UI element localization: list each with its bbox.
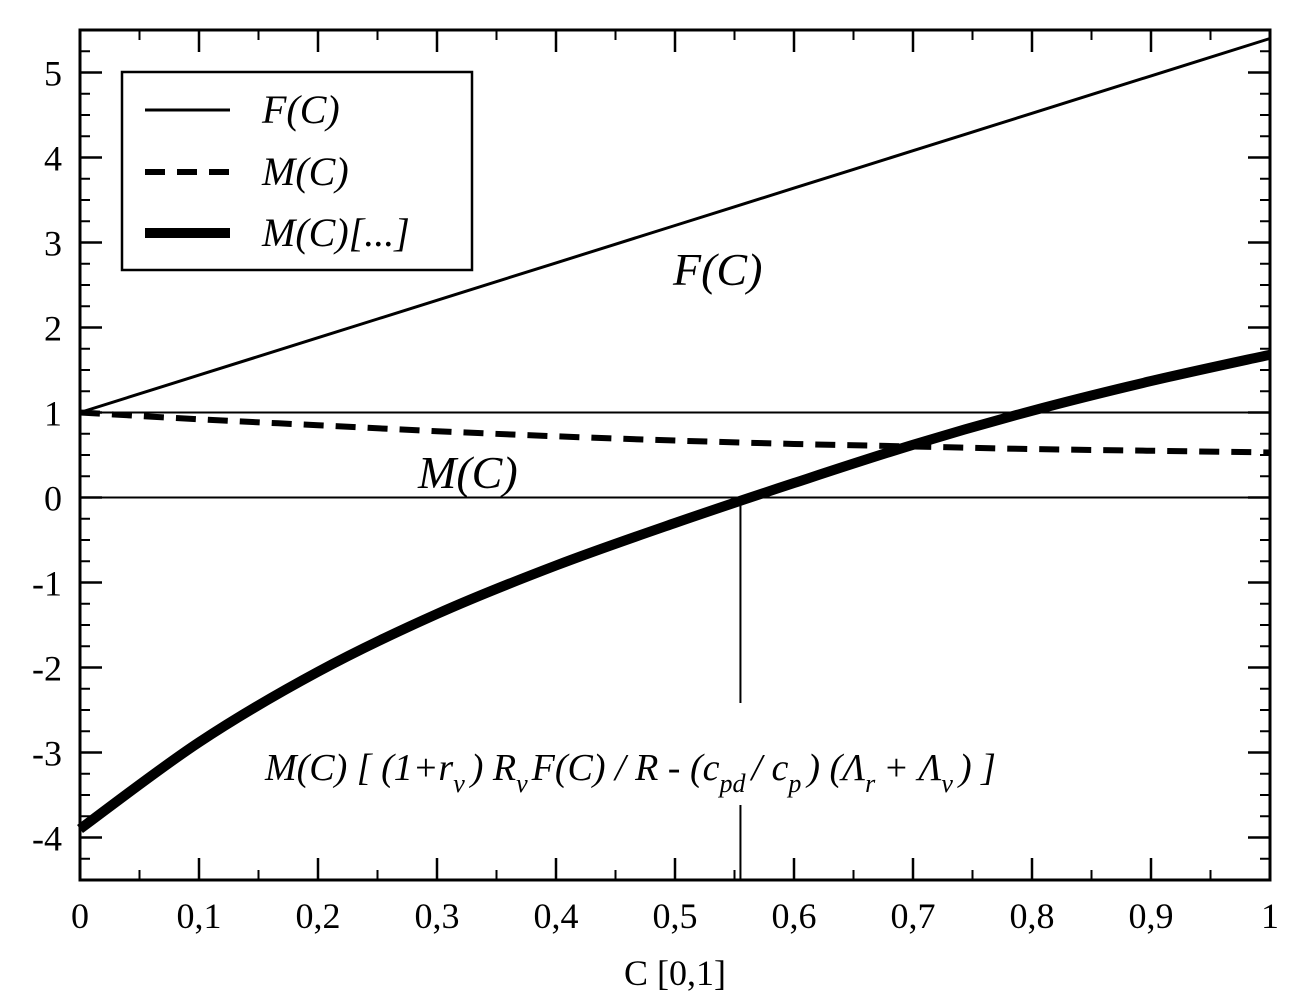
- x-tick-label: 0,6: [772, 896, 817, 936]
- formula-part-5: ) (Λ: [805, 747, 865, 789]
- formula-part-1: M(C) [ (1+r: [264, 747, 453, 789]
- x-tick-label: 0,3: [415, 896, 460, 936]
- formula-part-4: / c: [749, 747, 788, 789]
- x-tick-label: 0: [71, 896, 89, 936]
- y-tick-label: 4: [44, 139, 62, 179]
- y-tick-label: -3: [32, 734, 62, 774]
- formula-sub-3: pd: [717, 769, 746, 798]
- formula-part-2: ) R: [469, 747, 516, 789]
- formula-part-7: ) ]: [957, 747, 996, 789]
- series-line-f: [79, 37, 1271, 414]
- plot-frame: [78, 28, 1272, 882]
- formula-sub-4: p: [786, 769, 801, 798]
- formula-part-6: + Λ: [883, 747, 941, 789]
- x-tick-label: 0,5: [653, 896, 698, 936]
- y-tick-label: -1: [32, 564, 62, 604]
- annotation-m-label: M(C): [417, 447, 518, 498]
- y-tick-label: 5: [44, 54, 62, 94]
- major-ticks: [78, 30, 1272, 880]
- x-tick-label: 0,9: [1129, 896, 1174, 936]
- y-tick-label: 2: [44, 309, 62, 349]
- legend-label-mbracket: M(C)[...]: [261, 210, 410, 255]
- annotation-formula: M(C) [ (1+rv) Rv F(C) / R - (cpd / cp) (Λr…: [264, 747, 996, 798]
- y-tick-label: 1: [44, 394, 62, 434]
- x-tick-label: 0,2: [296, 896, 341, 936]
- x-tick-labels: 0 0,1 0,2 0,3 0,4 0,5 0,6 0,7 0,8 0,9 1: [71, 896, 1279, 936]
- series-line-m: [79, 409, 1271, 456]
- x-tick-label: 1: [1261, 896, 1279, 936]
- legend: F(C) M(C) M(C)[...]: [120, 70, 474, 272]
- formula-sub-1: v: [453, 769, 465, 798]
- formula-sub-6: v: [941, 769, 953, 798]
- y-tick-label: 0: [44, 479, 62, 519]
- x-tick-label: 0,1: [177, 896, 222, 936]
- annotation-f-label: F(C): [672, 244, 762, 295]
- x-tick-label: 0,8: [1010, 896, 1055, 936]
- legend-label-f: F(C): [261, 87, 340, 132]
- series-layer: [77, 37, 1272, 834]
- formula-sub-5: r: [865, 769, 876, 798]
- formula-part-3: F(C) / R - (c: [531, 747, 720, 789]
- y-tick-label: 3: [44, 224, 62, 264]
- y-tick-labels: -4 -3 -2 -1 0 1 2 3 4 5: [32, 54, 62, 859]
- y-tick-label: -2: [32, 649, 62, 689]
- y-tick-label: -4: [32, 819, 62, 859]
- x-axis-title: C [0,1]: [624, 953, 726, 993]
- x-tick-label: 0,4: [534, 896, 579, 936]
- formula-sub-2: v: [516, 769, 528, 798]
- x-tick-label: 0,7: [891, 896, 936, 936]
- reference-lines: [80, 411, 1270, 880]
- legend-label-m: M(C): [261, 149, 349, 194]
- series-line-mbracket: [77, 349, 1272, 834]
